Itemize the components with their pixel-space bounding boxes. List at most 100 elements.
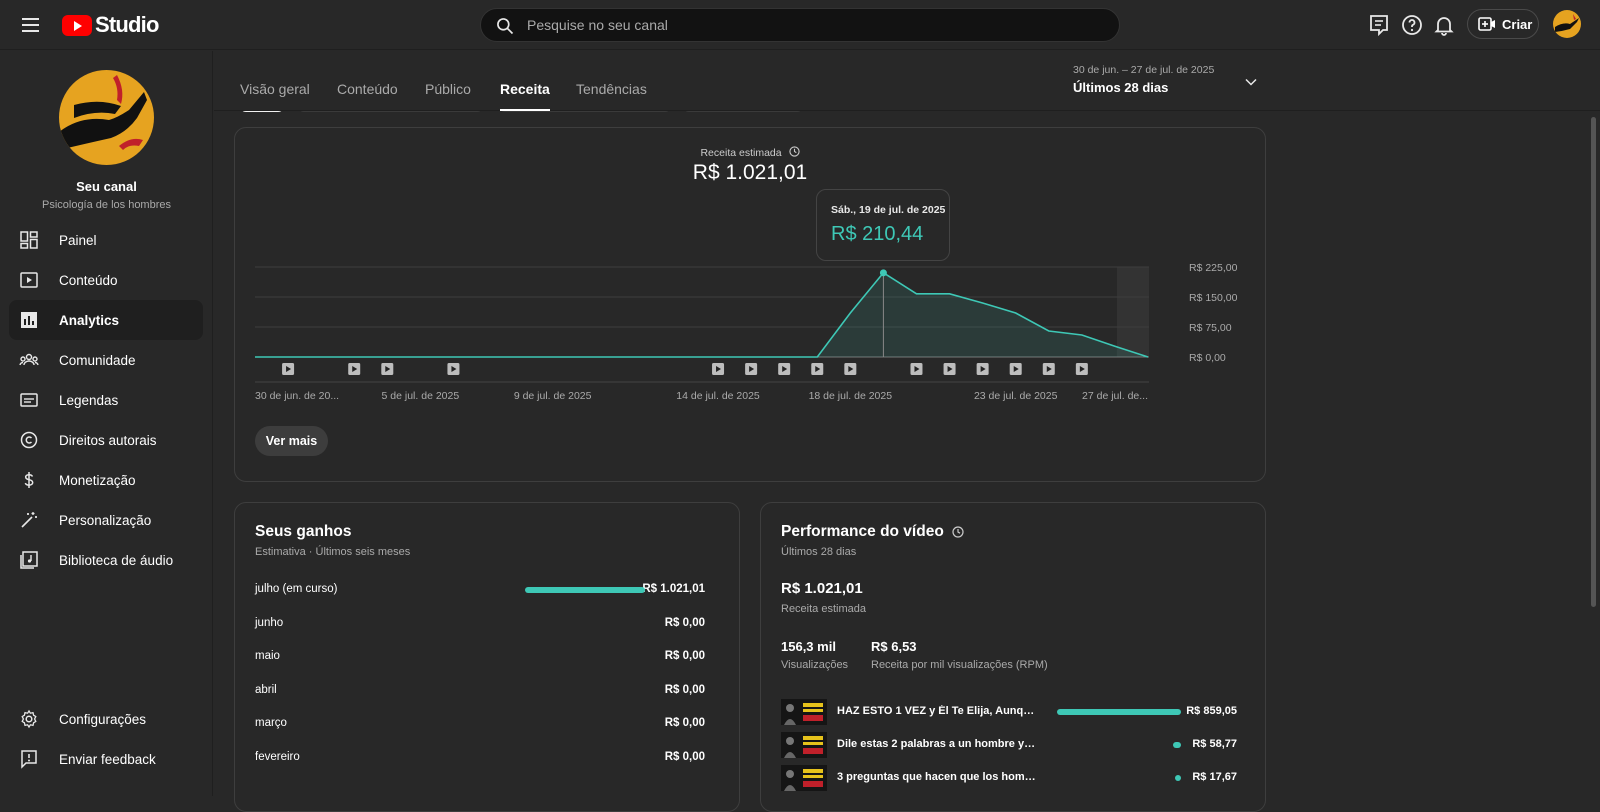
tab-visao-geral[interactable]: Visão geral <box>240 81 310 111</box>
earnings-month: abril <box>255 684 277 696</box>
sidebar-item-painel[interactable]: Painel <box>9 220 203 260</box>
video-revenue-value: R$ 17,67 <box>1192 771 1237 783</box>
account-avatar[interactable] <box>1553 10 1581 38</box>
studio-logo[interactable]: Studio <box>62 12 159 38</box>
help-icon[interactable] <box>1400 13 1424 37</box>
x-tick-label: 18 de jul. de 2025 <box>809 390 893 402</box>
channel-avatar[interactable] <box>59 70 154 165</box>
analytics-tabs: Visão geral Conteúdo Público Receita Ten… <box>214 51 1600 111</box>
tooltip-value: R$ 210,44 <box>831 223 949 246</box>
video-row[interactable]: Dile estas 2 palabras a un hombre y ve..… <box>781 732 1237 758</box>
tooltip-date: Sáb., 19 de jul. de 2025 <box>831 204 949 216</box>
dashboard-icon <box>19 230 39 250</box>
sidebar-item-personalizacao[interactable]: Personalização <box>9 500 203 540</box>
search-bar[interactable] <box>480 8 1120 42</box>
earnings-value: R$ 0,00 <box>665 717 705 729</box>
search-icon[interactable] <box>495 16 515 36</box>
channel-handle: Psicología de los hombres <box>0 199 213 211</box>
video-thumbnail[interactable] <box>781 765 827 791</box>
create-label: Criar <box>1502 17 1532 32</box>
sidebar-item-label: Monetização <box>59 473 136 488</box>
page-scrollbar[interactable] <box>1591 117 1596 607</box>
rpm-label: Receita por mil visualizações (RPM) <box>871 659 1048 671</box>
earnings-value: R$ 0,00 <box>665 751 705 763</box>
sidebar-item-label: Painel <box>59 233 97 248</box>
chevron-down-icon[interactable] <box>1244 75 1258 89</box>
search-input[interactable] <box>527 15 1087 35</box>
sidebar-item-label: Legendas <box>59 393 118 408</box>
sidebar-item-biblioteca-de-audio[interactable]: Biblioteca de áudio <box>9 540 203 580</box>
sidebar-item-direitos-autorais[interactable]: Direitos autorais <box>9 420 203 460</box>
x-tick-label: 9 de jul. de 2025 <box>514 390 592 402</box>
video-row[interactable]: HAZ ESTO 1 VEZ y Él Te Elija, Aunque T..… <box>781 699 1237 725</box>
analytics-icon <box>19 310 39 330</box>
date-range-picker[interactable]: 30 de jun. – 27 de jul. de 2025 Últimos … <box>1073 64 1214 95</box>
video-thumbnail[interactable] <box>781 699 827 725</box>
video-thumbnail[interactable] <box>781 732 827 758</box>
video-revenue-bar <box>1175 775 1181 781</box>
video-row[interactable]: 3 preguntas que hacen que los hombre... R… <box>781 765 1237 791</box>
sidebar-item-enviar-feedback[interactable]: Enviar feedback <box>9 739 203 779</box>
feedback-icon <box>19 749 39 769</box>
sidebar-item-label: Biblioteca de áudio <box>59 553 173 568</box>
views-label: Visualizações <box>781 659 848 671</box>
tab-publico[interactable]: Público <box>425 81 471 111</box>
tab-receita[interactable]: Receita <box>500 81 550 111</box>
earnings-value: R$ 0,00 <box>665 617 705 629</box>
bell-icon[interactable] <box>1432 13 1456 37</box>
chart-tooltip: Sáb., 19 de jul. de 2025 R$ 210,44 <box>816 189 950 261</box>
tab-tendencias[interactable]: Tendências <box>576 81 647 111</box>
sidebar-item-legendas[interactable]: Legendas <box>9 380 203 420</box>
video-revenue-value: R$ 859,05 <box>1186 705 1237 717</box>
earnings-card: Seus ganhos Estimativa · Últimos seis me… <box>234 502 740 812</box>
create-button[interactable]: Criar <box>1467 9 1539 39</box>
community-icon <box>19 350 39 370</box>
channel-name: Seu canal <box>0 179 213 194</box>
logo-text: Studio <box>95 12 159 38</box>
video-revenue-bar <box>1173 742 1181 748</box>
sidebar-item-monetizacao[interactable]: Monetização <box>9 460 203 500</box>
dollar-icon <box>19 470 39 490</box>
gear-icon <box>19 709 39 729</box>
messages-icon[interactable] <box>1367 13 1391 37</box>
sidebar-item-comunidade[interactable]: Comunidade <box>9 340 203 380</box>
earnings-value: R$ 0,00 <box>665 650 705 662</box>
video-title[interactable]: 3 preguntas que hacen que los hombre... <box>837 771 1037 783</box>
sidebar-item-analytics[interactable]: Analytics <box>9 300 203 340</box>
earnings-subtitle: Estimativa · Últimos seis meses <box>255 546 410 558</box>
date-range-label: Últimos 28 dias <box>1073 80 1214 95</box>
sidebar-item-label: Enviar feedback <box>59 752 156 767</box>
video-revenue-bar <box>1057 709 1181 715</box>
audio-library-icon <box>19 550 39 570</box>
youtube-play-icon <box>62 15 92 36</box>
video-title[interactable]: Dile estas 2 palabras a un hombre y ve..… <box>837 738 1037 750</box>
content-icon <box>19 270 39 290</box>
earnings-value: R$ 0,00 <box>665 684 705 696</box>
x-tick-label: 30 de jun. de 20... <box>255 390 339 402</box>
video-revenue-value: R$ 58,77 <box>1192 738 1237 750</box>
earnings-title: Seus ganhos <box>255 523 351 541</box>
video-title[interactable]: HAZ ESTO 1 VEZ y Él Te Elija, Aunque T..… <box>837 705 1037 717</box>
x-tick-label: 23 de jul. de 2025 <box>974 390 1058 402</box>
see-more-button[interactable]: Ver mais <box>255 426 328 456</box>
menu-icon[interactable] <box>20 14 42 36</box>
earnings-month: fevereiro <box>255 751 300 763</box>
sidebar-item-conteudo[interactable]: Conteúdo <box>9 260 203 300</box>
tab-conteudo[interactable]: Conteúdo <box>337 81 398 111</box>
clock-icon <box>952 526 964 538</box>
earnings-month: maio <box>255 650 280 662</box>
sidebar-item-configuracoes[interactable]: Configurações <box>9 699 203 739</box>
subtitles-icon <box>19 390 39 410</box>
partial-day-shade <box>1117 267 1149 357</box>
copyright-icon <box>19 430 39 450</box>
top-bar: Studio Criar <box>0 0 1600 50</box>
x-tick-label: 5 de jul. de 2025 <box>382 390 460 402</box>
magic-wand-icon <box>19 510 39 530</box>
date-range-dates: 30 de jun. – 27 de jul. de 2025 <box>1073 64 1214 76</box>
revenue-area <box>255 273 1148 357</box>
performance-revenue-label: Receita estimada <box>781 603 866 615</box>
performance-revenue: R$ 1.021,01 <box>781 580 863 597</box>
sidebar-item-label: Direitos autorais <box>59 433 157 448</box>
performance-title: Performance do vídeo <box>781 523 964 541</box>
